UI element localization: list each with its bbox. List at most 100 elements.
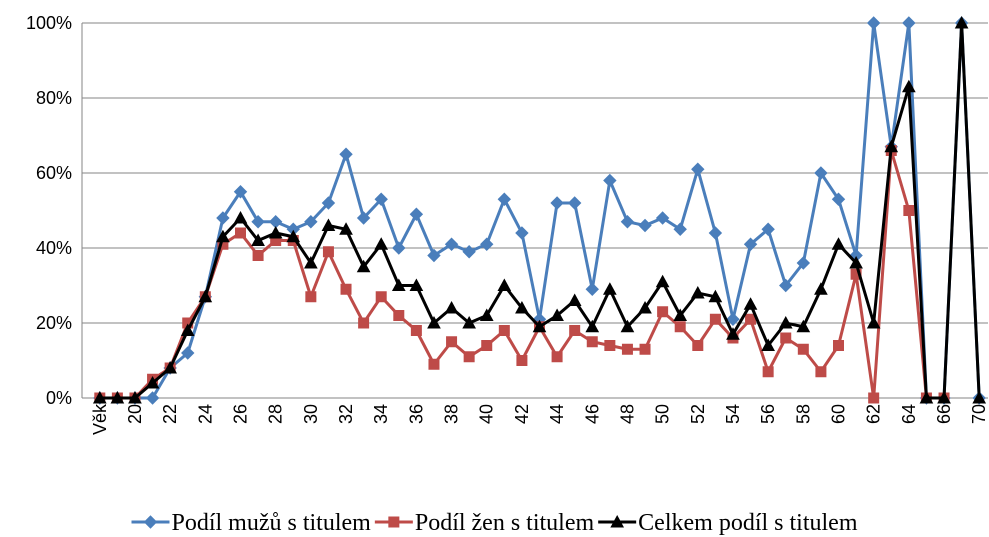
series-line	[99, 22, 981, 400]
data-point	[233, 210, 248, 224]
data-point	[585, 282, 599, 296]
data-point	[515, 226, 529, 240]
data-point	[497, 278, 512, 291]
data-point	[321, 218, 336, 231]
data-point	[638, 300, 652, 314]
x-tick-label: 46	[582, 404, 602, 424]
data-point	[567, 293, 582, 306]
data-point	[796, 319, 811, 333]
data-point	[462, 315, 476, 329]
data-point	[638, 218, 652, 233]
data-point	[780, 332, 792, 344]
data-point	[304, 215, 318, 229]
data-point	[866, 315, 881, 329]
data-point	[409, 278, 424, 291]
x-tick-label: 66	[934, 404, 954, 424]
y-tick-label: 0%	[46, 388, 72, 408]
y-tick-label: 80%	[36, 88, 72, 108]
data-point	[743, 297, 758, 310]
x-tick-label: 26	[231, 404, 251, 424]
x-tick-label: 70	[969, 404, 989, 424]
x-tick-label: 38	[442, 404, 462, 424]
legend-marker	[388, 516, 400, 528]
x-tick-label: 20	[125, 404, 145, 424]
y-tick-label: 20%	[36, 313, 72, 333]
data-point	[708, 289, 723, 303]
data-point	[709, 313, 721, 325]
data-point	[374, 192, 388, 206]
data-point	[550, 196, 564, 210]
x-tick-label: 24	[195, 404, 215, 424]
x-tick-label: Věk	[90, 403, 110, 435]
data-point	[569, 325, 581, 336]
legend: Podíl mužů s titulem Podíl žen s titulem C…	[131, 510, 858, 536]
data-point	[567, 196, 582, 210]
data-point	[761, 222, 775, 236]
data-point	[462, 245, 476, 259]
data-point	[604, 340, 616, 351]
legend-label: Podíl žen s titulem	[415, 510, 595, 536]
data-point	[391, 278, 406, 291]
data-point	[745, 313, 757, 325]
x-tick-label: 40	[477, 404, 497, 424]
data-point	[655, 211, 670, 225]
data-point	[797, 343, 809, 355]
data-point	[515, 300, 529, 314]
data-point	[128, 390, 142, 404]
data-point	[235, 227, 246, 239]
x-tick-label: 22	[160, 404, 180, 424]
data-point	[286, 229, 301, 243]
data-point	[778, 315, 793, 329]
data-point	[252, 250, 264, 261]
data-point	[673, 222, 687, 236]
data-point	[216, 211, 230, 225]
data-point	[251, 233, 265, 246]
x-tick-label: 50	[653, 404, 673, 424]
data-point	[603, 282, 617, 295]
data-point	[621, 343, 633, 355]
data-point	[551, 351, 563, 363]
data-point	[410, 325, 422, 336]
data-point	[814, 282, 828, 295]
data-point	[322, 246, 334, 258]
data-point	[251, 215, 265, 229]
data-point	[779, 278, 793, 293]
data-point	[620, 319, 635, 333]
x-tick-label: 52	[688, 404, 708, 424]
x-tick-label: 62	[864, 404, 884, 424]
legend-label: Celkem podíl s titulem	[638, 510, 858, 536]
data-point	[497, 192, 512, 206]
data-point	[444, 237, 459, 251]
data-point	[233, 185, 248, 199]
data-point	[481, 340, 493, 351]
x-tick-label: 44	[547, 404, 567, 424]
data-point	[692, 340, 704, 351]
data-point	[409, 207, 424, 221]
data-point	[268, 225, 283, 239]
data-point	[726, 327, 740, 340]
data-point	[180, 323, 195, 336]
data-point	[516, 355, 528, 366]
legend-label: Podíl mužů s titulem	[172, 510, 372, 536]
x-tick-label: 56	[758, 404, 778, 424]
x-tick-label: 34	[371, 404, 391, 424]
data-point	[833, 340, 844, 351]
y-tick-label: 40%	[36, 238, 72, 258]
x-tick-label: 42	[512, 404, 532, 424]
data-point	[216, 229, 230, 243]
data-point	[868, 392, 880, 404]
data-point	[831, 192, 846, 206]
data-point	[690, 285, 705, 299]
data-point	[937, 390, 951, 404]
x-tick-label: 30	[301, 404, 321, 424]
legend-marker	[610, 514, 625, 528]
data-point	[463, 351, 475, 363]
x-tick-label: 48	[617, 404, 637, 424]
data-point	[884, 139, 899, 153]
data-point	[358, 317, 370, 329]
data-point	[866, 16, 881, 30]
data-point	[356, 259, 371, 273]
data-point	[479, 308, 494, 321]
data-point	[639, 343, 651, 355]
series-line	[99, 22, 981, 400]
